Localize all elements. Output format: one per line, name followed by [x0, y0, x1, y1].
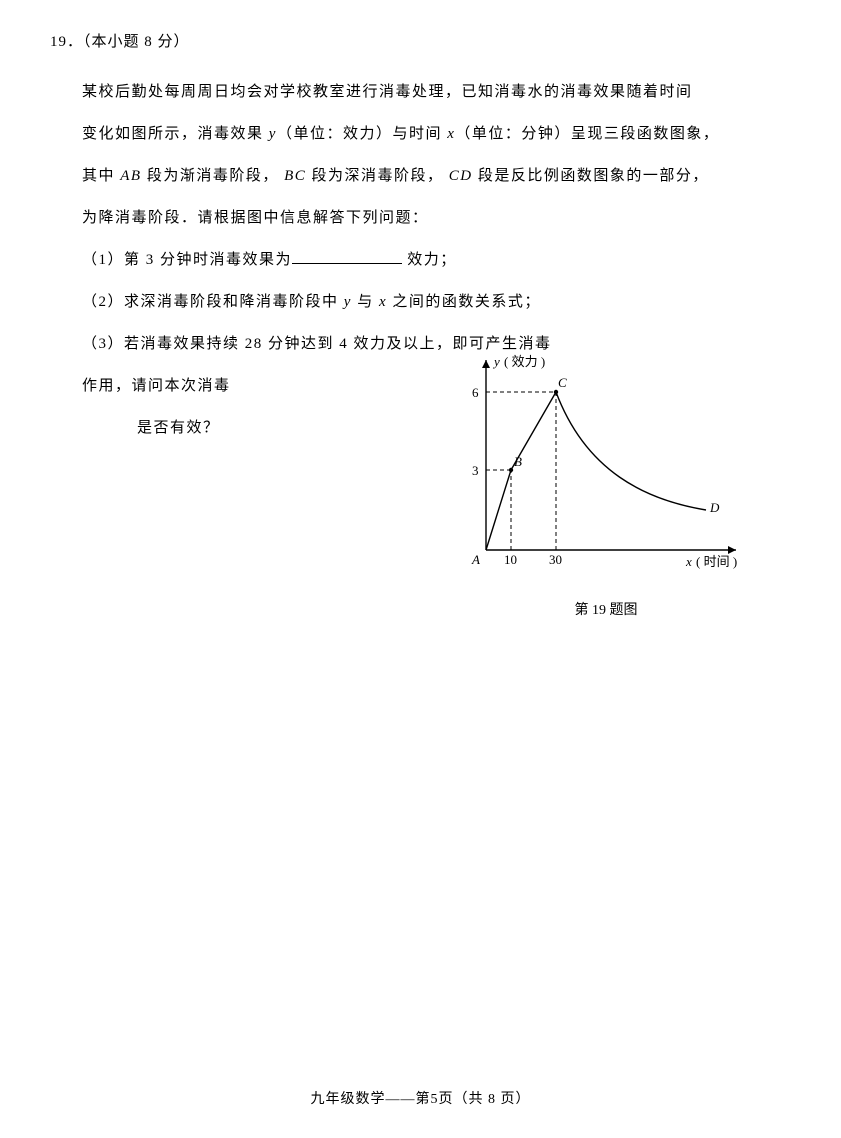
question-points: （本小题 8 分） [83, 34, 190, 50]
svg-text:y: y [492, 354, 500, 369]
svg-text:D: D [709, 500, 720, 515]
svg-text:A: A [471, 552, 480, 567]
var-y: y [269, 126, 277, 142]
body-line-2: 变化如图所示，消毒效果 y（单位：效力）与时间 x（单位：分钟）呈现三段函数图象… [82, 113, 791, 155]
var-y-2: y [344, 294, 352, 310]
footer-text: 九年级数学——第5页（共 8 页） [311, 1092, 531, 1107]
sub-question-1: （1）第 3 分钟时消毒效果为 效力； [82, 239, 791, 281]
question-number: 19． [50, 34, 83, 50]
svg-text:30: 30 [549, 552, 562, 567]
sub-question-2: （2）求深消毒阶段和降消毒阶段中 y 与 x 之间的函数关系式； [82, 281, 791, 323]
svg-text:x: x [685, 554, 692, 569]
var-x-2: x [379, 294, 387, 310]
svg-text:( 效力 ): ( 效力 ) [504, 354, 545, 369]
body-line-4: 为降消毒阶段．请根据图中信息解答下列问题： [82, 197, 791, 239]
page-footer: 九年级数学——第5页（共 8 页） [0, 1088, 841, 1108]
question-header: 19．（本小题 8 分） [50, 30, 791, 51]
svg-text:10: 10 [504, 552, 517, 567]
answer-blank-1[interactable] [292, 248, 402, 264]
svg-text:6: 6 [472, 385, 479, 400]
chart-svg: y ( 效力 ) x ( 时间 ) A 6 3 10 30 B C D [456, 350, 746, 590]
svg-text:( 时间 ): ( 时间 ) [696, 554, 737, 569]
body-line-1: 某校后勤处每周周日均会对学校教室进行消毒处理，已知消毒水的消毒效果随着时间 [82, 71, 791, 113]
segment-bc: BC [284, 168, 306, 184]
svg-text:3: 3 [472, 463, 479, 478]
chart-figure: y ( 效力 ) x ( 时间 ) A 6 3 10 30 B C D 第 19 题图 [456, 350, 756, 619]
figure-caption: 第 19 题图 [456, 599, 756, 619]
segment-cd: CD [449, 168, 473, 184]
svg-text:C: C [558, 375, 567, 390]
segment-ab: AB [120, 168, 141, 184]
body-line-3: 其中 AB 段为渐消毒阶段， BC 段为深消毒阶段， CD 段是反比例函数图象的… [82, 155, 791, 197]
svg-text:B: B [514, 454, 522, 469]
